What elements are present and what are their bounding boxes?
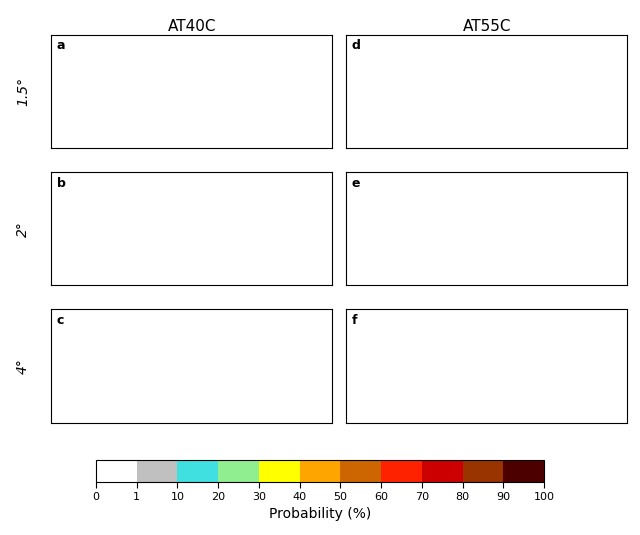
Text: f: f (352, 314, 357, 327)
Text: a: a (57, 40, 65, 52)
Title: AT55C: AT55C (463, 19, 511, 34)
Text: e: e (352, 177, 360, 190)
Text: 2°: 2° (16, 221, 30, 236)
Text: 4°: 4° (16, 358, 30, 374)
Text: 1.5°: 1.5° (16, 77, 30, 106)
X-axis label: Probability (%): Probability (%) (269, 508, 371, 522)
Text: d: d (352, 40, 361, 52)
Text: b: b (57, 177, 66, 190)
Title: AT40C: AT40C (168, 19, 216, 34)
Text: c: c (57, 314, 64, 327)
